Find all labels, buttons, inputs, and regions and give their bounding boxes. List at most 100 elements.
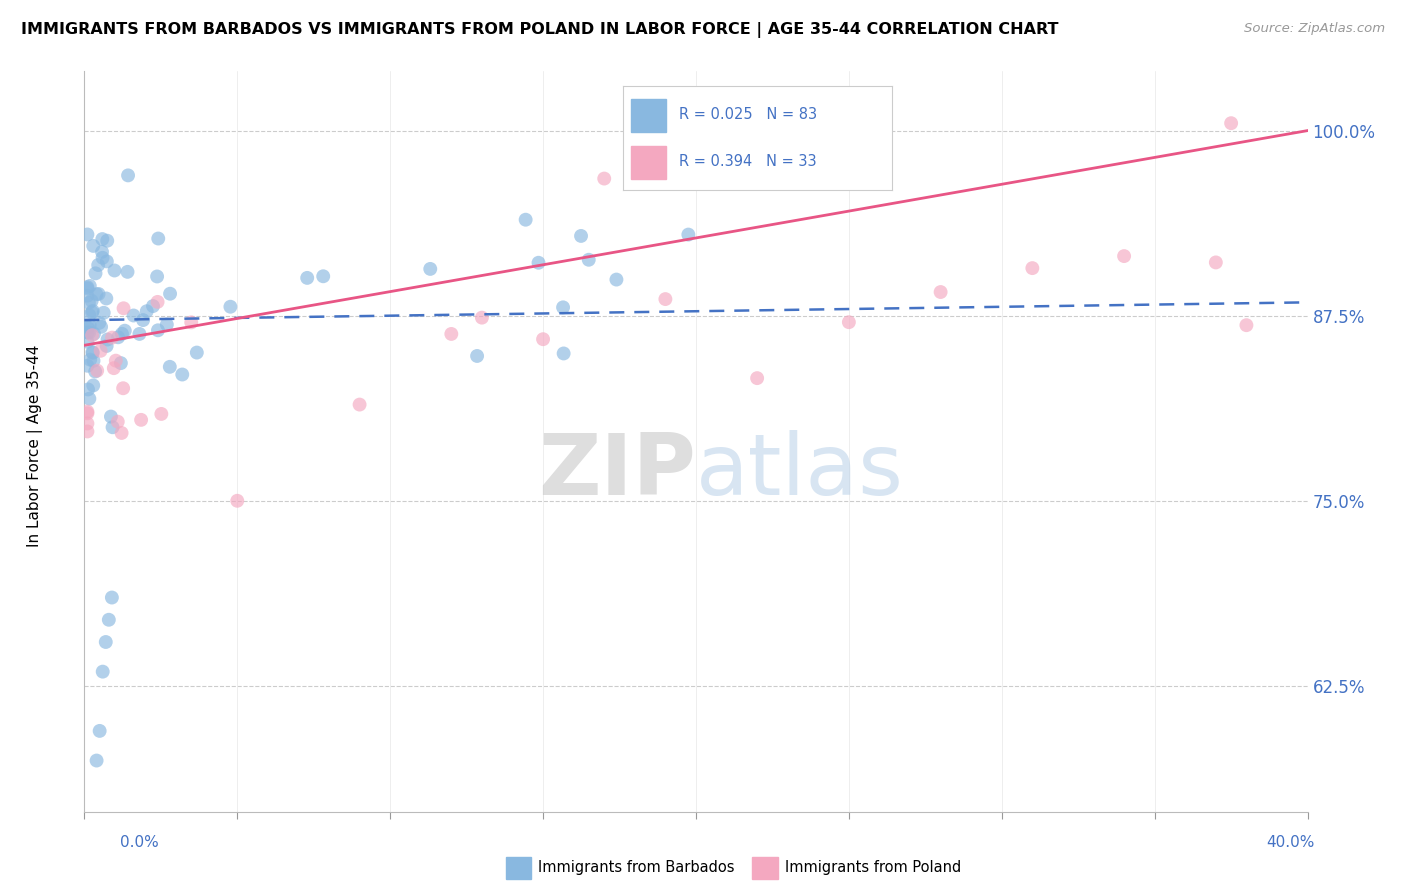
Point <box>79 279 101 293</box>
Point <box>101 420 124 434</box>
Point <box>110 425 132 440</box>
Point <box>156 318 179 332</box>
Point <box>77 383 100 397</box>
Point <box>91 232 114 246</box>
Point <box>312 269 335 284</box>
Point <box>82 346 104 360</box>
Point <box>117 265 139 279</box>
Point <box>86 287 108 301</box>
Point <box>148 231 170 245</box>
Point <box>295 271 318 285</box>
Point <box>96 339 118 353</box>
Point <box>471 310 494 325</box>
Point <box>84 266 107 280</box>
Point <box>1021 261 1043 276</box>
Text: Source: ZipAtlas.com: Source: ZipAtlas.com <box>1244 22 1385 36</box>
Point <box>135 304 157 318</box>
Point <box>96 292 118 306</box>
Point <box>86 754 108 768</box>
Point <box>593 171 616 186</box>
Point <box>465 349 488 363</box>
Point <box>79 392 101 406</box>
Point <box>93 306 115 320</box>
Point <box>76 227 98 242</box>
Point <box>103 361 125 376</box>
Text: 40.0%: 40.0% <box>1267 836 1315 850</box>
Point <box>77 296 100 310</box>
Point <box>107 330 129 344</box>
Point <box>76 359 98 373</box>
Point <box>83 326 105 341</box>
Point <box>84 364 107 378</box>
Text: IMMIGRANTS FROM BARBADOS VS IMMIGRANTS FROM POLAND IN LABOR FORCE | AGE 35-44 CO: IMMIGRANTS FROM BARBADOS VS IMMIGRANTS F… <box>21 22 1059 38</box>
Point <box>838 315 860 329</box>
Point <box>96 254 118 268</box>
Point <box>76 417 98 431</box>
Text: In Labor Force | Age 35-44: In Labor Force | Age 35-44 <box>27 345 44 547</box>
Point <box>142 299 165 313</box>
Point <box>100 409 122 424</box>
Point <box>79 308 101 322</box>
Point <box>86 363 108 377</box>
Point <box>97 613 120 627</box>
Point <box>82 345 104 359</box>
Point <box>103 263 125 277</box>
Point <box>551 301 574 315</box>
Text: Immigrants from Poland: Immigrants from Poland <box>785 860 960 874</box>
Point <box>146 269 169 284</box>
Point <box>440 326 463 341</box>
Point <box>89 316 111 330</box>
Point <box>349 398 371 412</box>
Point <box>76 281 98 295</box>
Point <box>515 212 537 227</box>
Point <box>553 346 575 360</box>
Point <box>180 315 202 329</box>
Point <box>128 326 150 341</box>
Point <box>1205 255 1227 269</box>
Point <box>419 261 441 276</box>
Point <box>146 294 169 309</box>
Point <box>678 227 700 242</box>
Point <box>91 665 114 679</box>
Point <box>654 292 676 306</box>
Point <box>929 285 952 299</box>
Point <box>101 330 124 344</box>
Point <box>76 404 98 418</box>
Point <box>76 288 98 302</box>
Point <box>76 320 98 334</box>
Point <box>82 378 104 392</box>
Text: atlas: atlas <box>696 430 904 513</box>
Point <box>112 381 135 395</box>
Point <box>79 318 101 333</box>
Point <box>82 305 104 319</box>
Point <box>76 326 98 340</box>
Point <box>110 356 132 370</box>
Point <box>90 343 112 358</box>
Point <box>114 324 136 338</box>
Point <box>107 415 129 429</box>
Point <box>159 359 181 374</box>
Point <box>1220 116 1243 130</box>
Point <box>90 319 112 334</box>
Point <box>172 368 194 382</box>
Point <box>82 239 104 253</box>
Point <box>129 413 152 427</box>
Point <box>79 352 101 367</box>
Point <box>82 328 104 343</box>
Point <box>132 313 155 327</box>
Point <box>91 244 114 259</box>
Point <box>91 251 114 265</box>
Point <box>111 326 134 341</box>
Point <box>76 334 98 349</box>
Point <box>80 293 103 308</box>
Point <box>82 304 104 318</box>
Point <box>186 345 208 359</box>
Point <box>1236 318 1258 333</box>
Point <box>531 332 554 346</box>
Text: 0.0%: 0.0% <box>120 836 159 850</box>
Point <box>219 300 242 314</box>
Point <box>76 321 98 335</box>
Point <box>112 301 135 316</box>
Point <box>122 309 145 323</box>
Point <box>747 371 769 385</box>
